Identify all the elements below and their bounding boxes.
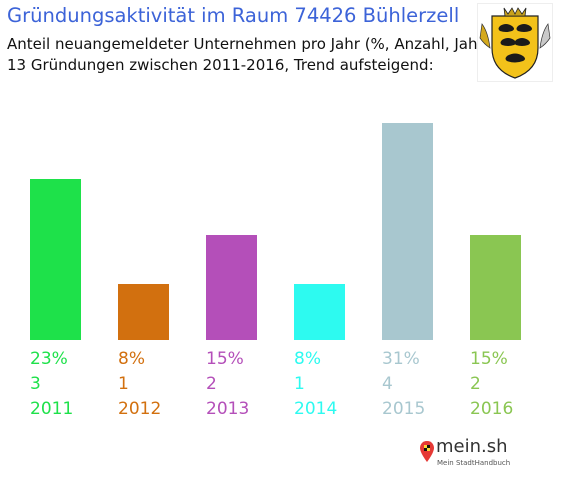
bar-2016 [470,235,521,340]
year-label-2011: 2011 [30,399,73,419]
value-label-2014: 8% [294,349,321,369]
count-label-2011: 3 [30,374,41,394]
year-label-2015: 2015 [382,399,425,419]
bar-2014 [294,284,345,340]
value-label-2012: 8% [118,349,145,369]
value-label-2015: 31% [382,349,420,369]
value-label-2013: 15% [206,349,244,369]
bar-2013 [206,235,257,340]
chart-title: Gründungsaktivität im Raum 74426 Bühlerz… [7,4,460,27]
value-label-2011: 23% [30,349,68,369]
logo-tagline: Mein StadtHandbuch [437,459,511,467]
bar-2015 [382,123,433,340]
year-label-2014: 2014 [294,399,337,419]
logo-text: mein.sh [436,436,508,457]
count-label-2015: 4 [382,374,393,394]
value-label-2016: 15% [470,349,508,369]
chart-subtitle-line2: 13 Gründungen zwischen 2011-2016, Trend … [7,56,434,74]
count-label-2016: 2 [470,374,481,394]
map-marker-icon [420,441,434,462]
baden-wuerttemberg-coat-of-arms-icon [477,3,553,82]
count-label-2014: 1 [294,374,305,394]
year-label-2016: 2016 [470,399,513,419]
bar-2011 [30,179,81,340]
year-label-2012: 2012 [118,399,161,419]
bar-2012 [118,284,169,340]
chart-subtitle-line1: Anteil neuangemeldeter Unternehmen pro J… [7,35,490,53]
count-label-2012: 1 [118,374,129,394]
year-label-2013: 2013 [206,399,249,419]
mein-sh-logo: mein.sh Mein StadtHandbuch [419,434,531,476]
count-label-2013: 2 [206,374,217,394]
